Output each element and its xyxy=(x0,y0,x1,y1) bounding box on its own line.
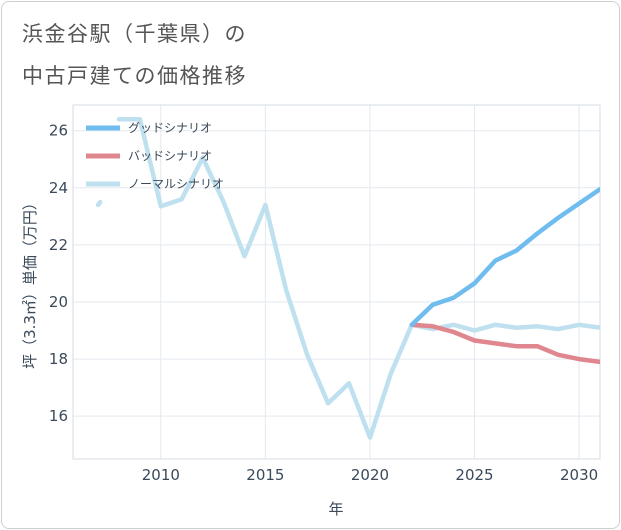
x-tick-label: 2015 xyxy=(246,466,284,484)
y-tick-label: 20 xyxy=(49,293,68,311)
normal-scenario-line xyxy=(95,199,103,208)
x-tick-label: 2020 xyxy=(351,466,389,484)
y-tick-label: 22 xyxy=(49,236,68,254)
normal-scenario-line xyxy=(116,117,600,440)
series-layer xyxy=(95,117,600,440)
y-axis-title: 坪（3.3㎡）単価（万円） xyxy=(21,195,39,369)
bad-scenario-legend-label: バッドシナリオ xyxy=(128,149,212,163)
tick-labels: 2010 2015 2020 2025 2030 16 18 20 22 24 26 xyxy=(49,122,598,484)
bad-scenario-line xyxy=(409,322,600,365)
y-tick-label: 18 xyxy=(49,350,68,368)
y-tick-label: 26 xyxy=(49,122,68,140)
good-scenario-line xyxy=(409,186,600,328)
x-tick-label: 2025 xyxy=(455,466,493,484)
good-scenario-legend-label: グッドシナリオ xyxy=(128,121,212,135)
chart-title-line-2: 中古戸建ての価格推移 xyxy=(22,64,247,88)
normal-scenario-legend-label: ノーマルシナリオ xyxy=(128,177,224,191)
y-tick-label: 24 xyxy=(49,179,68,197)
chart-title-line-1: 浜金谷駅（千葉県）の xyxy=(22,22,247,46)
y-tick-label: 16 xyxy=(49,407,68,425)
x-axis-title: 年 xyxy=(328,500,343,518)
x-tick-label: 2030 xyxy=(560,466,598,484)
plot-frame xyxy=(72,104,601,460)
x-tick-label: 2010 xyxy=(142,466,180,484)
